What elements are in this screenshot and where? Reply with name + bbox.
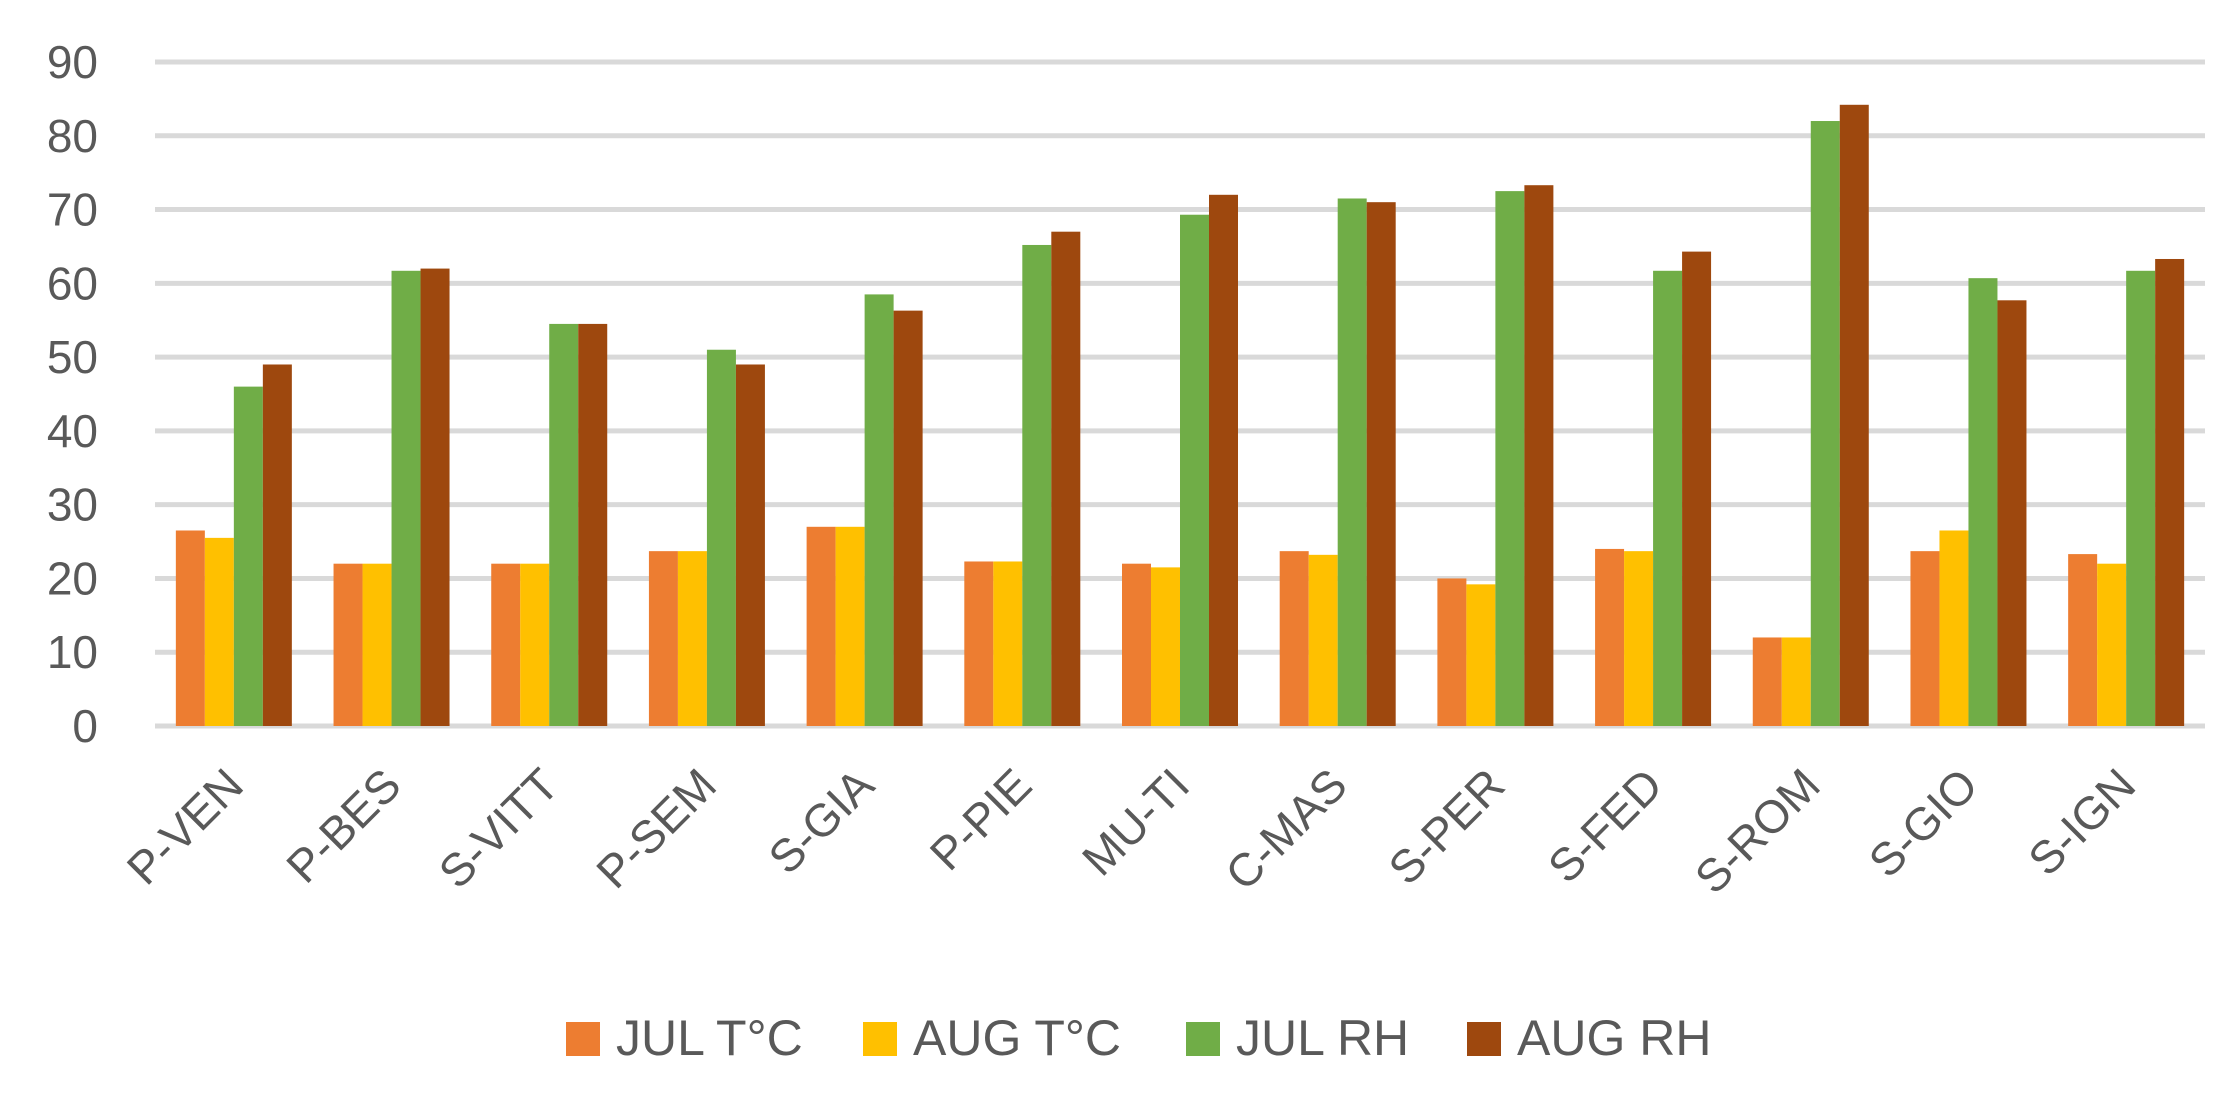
bar <box>1968 278 1998 726</box>
bar <box>1151 567 1180 726</box>
bar <box>1051 231 1081 726</box>
y-tick-label: 20 <box>47 552 98 604</box>
bar <box>893 310 923 726</box>
y-tick-label: 60 <box>47 257 98 309</box>
legend-label: AUG RH <box>1517 1010 1711 1066</box>
bar <box>362 563 392 726</box>
bar <box>1495 191 1525 727</box>
bar <box>204 537 234 726</box>
x-tick-label: S-IGN <box>2018 758 2145 885</box>
x-tick-label: S-FED <box>1538 758 1672 892</box>
x-tick-label: S-ROM <box>1685 758 1830 903</box>
bar <box>1337 198 1367 726</box>
bar <box>2126 270 2156 726</box>
bar <box>1939 530 1969 726</box>
legend-swatch <box>1467 1022 1501 1056</box>
bar <box>1466 584 1496 726</box>
bar <box>1653 270 1683 726</box>
y-tick-label: 90 <box>47 36 98 88</box>
x-tick-label: P-SEM <box>586 758 726 898</box>
bar <box>1122 563 1151 726</box>
legend-label: JUL RH <box>1236 1010 1409 1066</box>
legend-label: JUL T°C <box>616 1010 803 1066</box>
bar <box>1524 185 1554 727</box>
bar <box>1682 251 1712 726</box>
bar <box>1279 551 1309 726</box>
x-tick-label: P-PIE <box>920 758 1042 880</box>
bar <box>233 386 263 726</box>
bar <box>806 526 836 726</box>
legend-swatch <box>566 1022 600 1056</box>
bar <box>578 323 608 726</box>
bar <box>262 364 292 726</box>
bar <box>1022 244 1052 727</box>
x-tick-label: S-GIO <box>1859 758 1988 887</box>
x-tick-label: S-PER <box>1378 758 1514 894</box>
bar <box>993 561 1023 726</box>
x-tick-label: MU-TI <box>1072 758 1199 885</box>
bar <box>2155 258 2185 726</box>
y-tick-label: 80 <box>47 110 98 162</box>
bar <box>175 530 205 726</box>
y-axis: 0 10 20 30 40 50 60 70 80 90 <box>47 36 98 752</box>
bar <box>549 323 579 726</box>
bar <box>1997 300 2027 726</box>
bar <box>1180 214 1209 726</box>
legend: JUL T°C AUG T°C JUL RH AUG RH <box>566 1010 1711 1066</box>
bar <box>1624 551 1654 726</box>
bar <box>2068 554 2098 726</box>
y-tick-label: 70 <box>47 184 98 236</box>
x-tick-label: C-MAS <box>1215 758 1357 900</box>
bar <box>520 563 550 726</box>
bar <box>1910 551 1940 726</box>
legend-label: AUG T°C <box>913 1010 1121 1066</box>
x-tick-label: S-VITT <box>429 758 569 898</box>
bar <box>1595 548 1625 726</box>
bar <box>735 364 765 726</box>
bar <box>2097 563 2127 726</box>
bar <box>835 526 865 726</box>
legend-swatch <box>1186 1022 1220 1056</box>
bar <box>864 294 894 726</box>
bar <box>1839 104 1869 726</box>
y-tick-label: 30 <box>47 479 98 531</box>
bars <box>175 104 2185 727</box>
bar <box>1781 637 1811 726</box>
y-tick-label: 10 <box>47 626 98 678</box>
y-tick-label: 0 <box>72 700 98 752</box>
bar <box>677 551 707 726</box>
bar <box>1308 554 1338 726</box>
x-tick-label: S-GIA <box>758 758 884 884</box>
bar <box>420 268 450 726</box>
bar <box>706 349 736 726</box>
bar <box>333 563 363 726</box>
legend-swatch <box>863 1022 897 1056</box>
bar <box>648 551 678 726</box>
bar <box>1209 194 1238 727</box>
bar <box>491 563 521 726</box>
y-tick-label: 40 <box>47 405 98 457</box>
y-tick-label: 50 <box>47 331 98 383</box>
bar <box>1752 637 1782 726</box>
x-tick-label: P-BES <box>276 758 410 892</box>
x-axis: P-VEN P-BES S-VITT P-SEM S-GIA P-PIE MU-TI C-MA… <box>117 758 2145 903</box>
x-tick-label: P-VEN <box>117 758 253 894</box>
bar <box>1810 121 1840 727</box>
bar <box>964 561 994 726</box>
bar <box>1437 578 1467 726</box>
bar <box>1366 202 1396 726</box>
bar <box>391 270 421 726</box>
